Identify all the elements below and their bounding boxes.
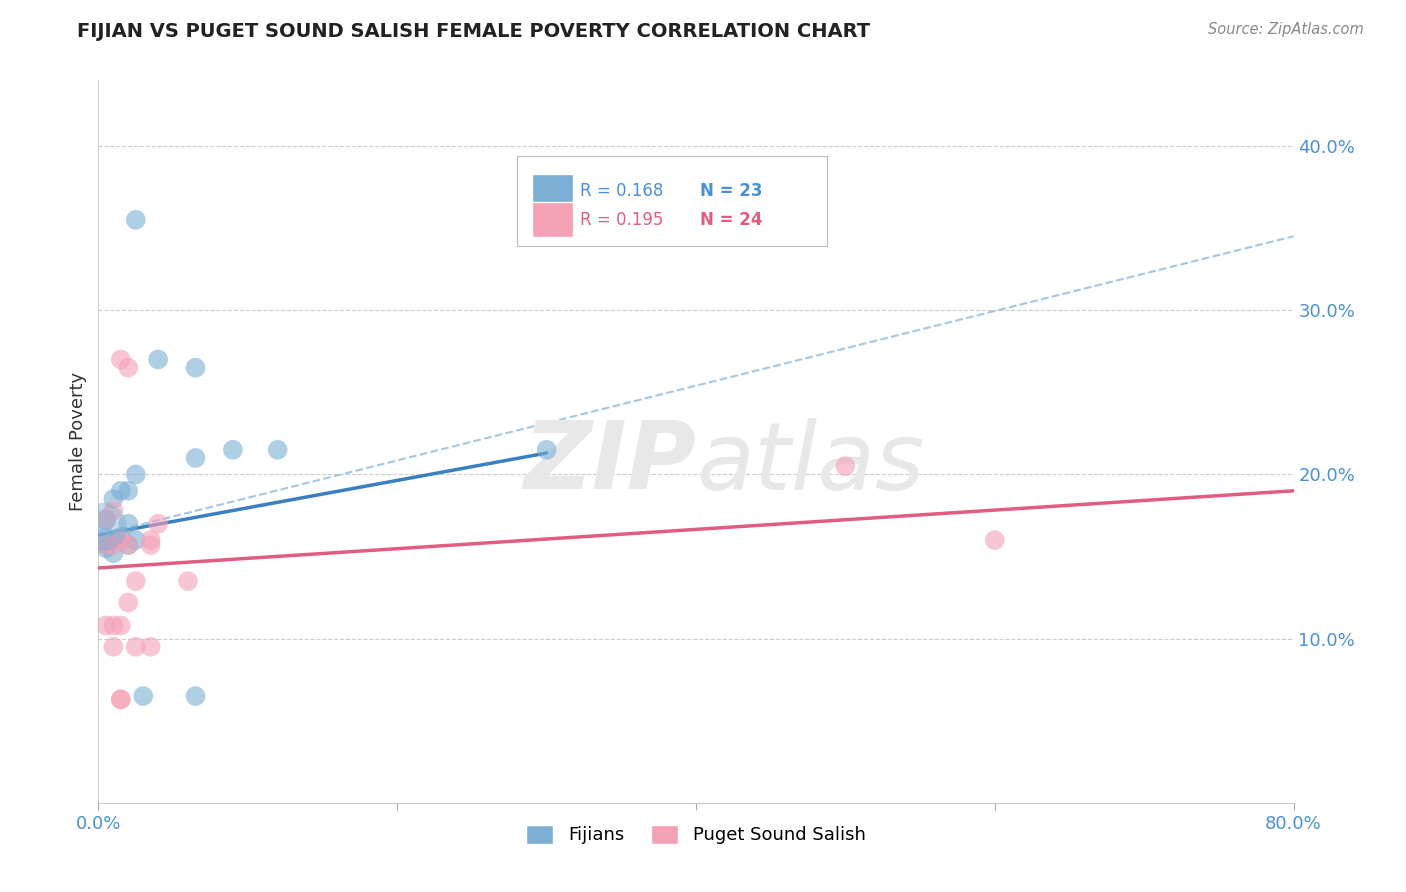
Point [177, 574, 200, 588]
Text: Source: ZipAtlas.com: Source: ZipAtlas.com [1208, 22, 1364, 37]
Point [148, 516, 170, 531]
Point [139, 640, 162, 654]
Point [91, 520, 114, 534]
FancyBboxPatch shape [533, 174, 572, 209]
Point [94, 513, 117, 527]
Point [117, 595, 139, 609]
Point [103, 503, 125, 517]
Point [94, 512, 117, 526]
Point [125, 574, 148, 588]
Point [103, 533, 125, 547]
Point [94, 618, 117, 632]
Point [125, 640, 148, 654]
Point [117, 538, 139, 552]
Point [148, 352, 170, 367]
Point [184, 360, 207, 375]
Point [103, 546, 125, 560]
Legend: Fijians, Puget Sound Salish: Fijians, Puget Sound Salish [519, 818, 873, 852]
Text: N = 23: N = 23 [700, 182, 762, 201]
Point [110, 483, 132, 498]
Point [110, 692, 132, 706]
FancyBboxPatch shape [533, 202, 572, 237]
Point [103, 618, 125, 632]
Text: R = 0.168: R = 0.168 [581, 182, 664, 201]
Point [139, 533, 162, 547]
Point [103, 491, 125, 506]
Point [184, 450, 207, 465]
Y-axis label: Female Poverty: Female Poverty [69, 372, 87, 511]
Point [536, 442, 558, 457]
Point [110, 533, 132, 547]
Point [110, 352, 132, 367]
Point [125, 533, 148, 547]
Point [117, 538, 139, 552]
Text: atlas: atlas [696, 417, 924, 508]
Point [125, 212, 148, 227]
Point [103, 640, 125, 654]
Point [267, 442, 290, 457]
Point [184, 689, 207, 703]
Text: FIJIAN VS PUGET SOUND SALISH FEMALE POVERTY CORRELATION CHART: FIJIAN VS PUGET SOUND SALISH FEMALE POVE… [77, 22, 870, 41]
Point [222, 442, 245, 457]
Point [103, 538, 125, 552]
Point [94, 538, 117, 552]
Point [984, 533, 1007, 547]
Point [117, 516, 139, 531]
Point [139, 538, 162, 552]
Point [94, 541, 117, 556]
Point [110, 530, 132, 544]
Point [110, 692, 132, 706]
Point [117, 483, 139, 498]
Text: R = 0.195: R = 0.195 [581, 211, 664, 228]
Point [132, 689, 155, 703]
FancyBboxPatch shape [517, 156, 827, 246]
Point [834, 459, 856, 474]
Point [94, 530, 117, 544]
Point [125, 467, 148, 482]
Text: ZIP: ZIP [523, 417, 696, 509]
Text: N = 24: N = 24 [700, 211, 762, 228]
Point [94, 538, 117, 552]
Point [117, 360, 139, 375]
Point [110, 618, 132, 632]
